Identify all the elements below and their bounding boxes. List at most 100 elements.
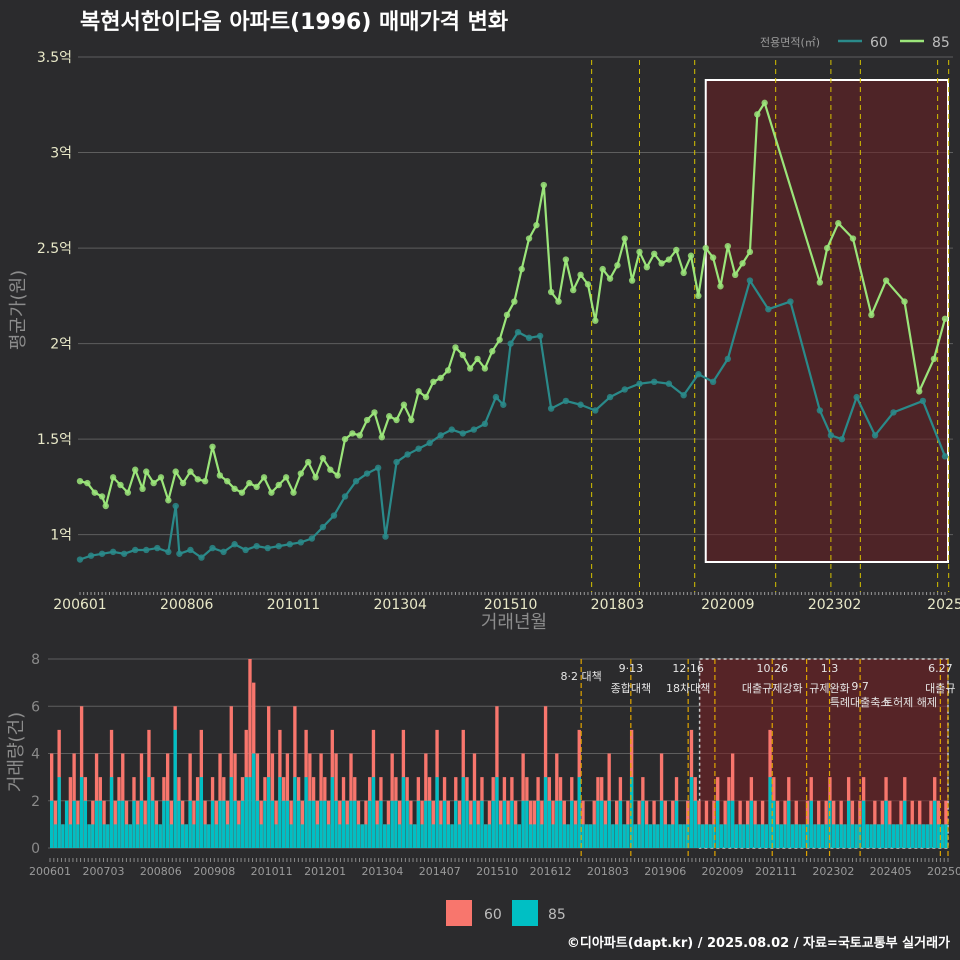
series-point-85: [231, 485, 238, 493]
bar-85: [600, 800, 604, 848]
series-point-85: [665, 256, 673, 263]
bar-85: [345, 824, 349, 848]
top-x-tick-label: 2025: [927, 597, 960, 613]
bar-85: [240, 800, 245, 848]
bar-85: [502, 800, 507, 848]
series-point-85: [139, 485, 146, 493]
bar-85: [244, 777, 248, 848]
bar-85: [543, 777, 548, 848]
series-point-60: [547, 405, 555, 412]
bar-85: [532, 824, 537, 848]
legend-title: 전용면적(㎡): [760, 36, 820, 49]
bar-85: [588, 824, 593, 848]
bar-85: [899, 824, 903, 848]
bar-85: [394, 800, 398, 848]
bar-85: [207, 824, 211, 848]
bar-85: [289, 824, 293, 848]
bar-85: [371, 777, 376, 848]
series-point-85: [282, 474, 290, 481]
annotation-label: 대출규제강화: [742, 682, 803, 695]
bar-85: [641, 800, 645, 848]
bar-85: [843, 824, 847, 848]
series-point-85: [739, 260, 746, 267]
series-point-85: [584, 281, 592, 288]
bar-85: [573, 824, 578, 848]
series-point-85: [91, 489, 98, 496]
series-point-85: [430, 378, 437, 386]
bar-85: [775, 824, 780, 848]
bar-85: [113, 824, 117, 848]
bar-85: [577, 777, 581, 848]
series-point-85: [636, 248, 643, 256]
series-point-85: [334, 472, 341, 479]
bar-85: [57, 777, 61, 848]
bar-85: [798, 824, 802, 848]
series-point-60: [636, 380, 643, 387]
bar-85: [169, 824, 174, 848]
series-point-85: [709, 254, 717, 261]
bottom-policy-lines: [580, 659, 949, 856]
annotation-label: 1.3: [821, 662, 839, 675]
bar-85: [375, 824, 379, 848]
annotation-label: 18차대책: [666, 682, 710, 695]
bottom-annotations: 8·2 대책 9·13 종합대책 12·16 18차대책 10.26 대출규제강화 1.3 규제…: [561, 662, 956, 709]
top-y-tick-label: 1억: [50, 528, 72, 544]
bar-85: [562, 824, 566, 848]
bar-85: [611, 824, 615, 848]
bar-85: [940, 824, 944, 848]
bar-85: [83, 800, 88, 848]
series-point-60: [492, 393, 500, 401]
series-point-85: [533, 221, 540, 229]
series-point-85: [849, 235, 857, 242]
series-point-60: [514, 328, 522, 336]
top-x-tick-label: 202009: [701, 597, 754, 613]
bar-85: [98, 800, 102, 848]
bar-85: [255, 800, 260, 848]
series-point-60: [242, 546, 249, 554]
bar-85: [596, 800, 600, 848]
bar-85: [513, 824, 518, 848]
bar-85: [248, 777, 252, 848]
bar-85: [861, 800, 866, 848]
series-point-60: [172, 502, 179, 510]
bar-85: [72, 800, 76, 848]
bottom-x-tick-label: 202508: [927, 865, 960, 878]
annotation-label: 6.27: [928, 662, 953, 675]
top-highlight-box: [704, 79, 950, 563]
series-point-85: [150, 479, 157, 487]
series-point-85: [216, 472, 224, 479]
bar-85: [629, 777, 634, 848]
series-point-85: [503, 311, 511, 319]
series-point-85: [882, 277, 890, 284]
series-point-60: [198, 554, 205, 561]
series-point-60: [120, 550, 128, 557]
bar-85: [528, 824, 533, 848]
bar-85: [405, 800, 409, 848]
bar-85: [124, 824, 129, 848]
bar-85: [817, 824, 821, 848]
series-point-60: [507, 340, 514, 347]
bar-85: [364, 824, 368, 848]
bar-85: [701, 824, 705, 848]
series-point-60: [481, 420, 489, 428]
series-point-85: [555, 298, 562, 305]
series-point-85: [312, 474, 319, 481]
bar-85: [487, 824, 492, 848]
top-y-tick-label: 1.5억: [37, 432, 72, 448]
bar-85: [802, 824, 806, 848]
bar-85: [139, 800, 144, 848]
bottom-x-tick-label: 201304: [361, 865, 403, 878]
bar-85: [401, 777, 406, 848]
series-point-85: [592, 317, 599, 324]
bar-85: [622, 824, 626, 848]
legend-label-60: 60: [870, 35, 888, 51]
bar-85: [764, 824, 768, 848]
bar-85: [349, 800, 353, 848]
series-point-85: [408, 416, 415, 424]
bar-85: [136, 824, 140, 848]
bar-85: [581, 824, 585, 848]
bar-85: [435, 777, 439, 848]
bar-85: [446, 824, 450, 848]
series-point-60: [709, 378, 717, 386]
